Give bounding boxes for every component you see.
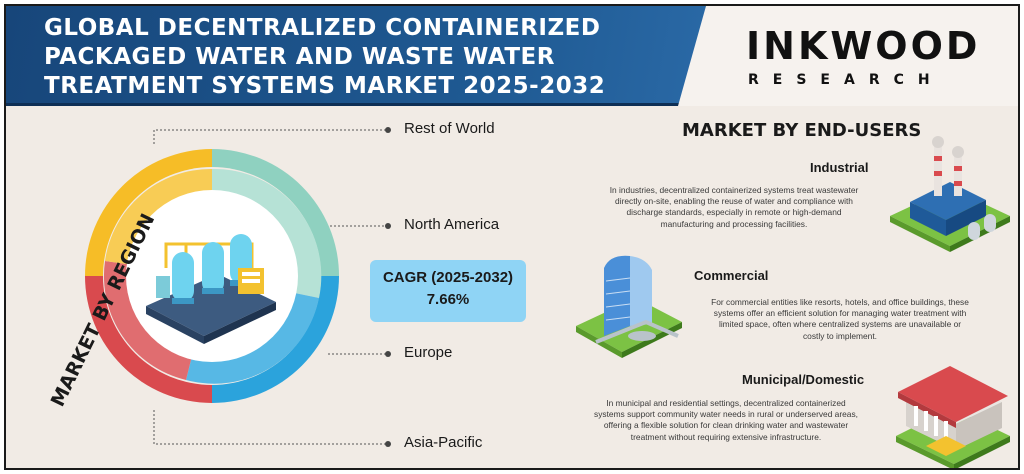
connector-rest-of-world: [153, 129, 388, 144]
end-users-heading: MARKET BY END-USERS: [682, 120, 922, 141]
label-north-america: North America: [404, 216, 500, 233]
segment-commercial-name: Commercial: [694, 268, 769, 283]
cagr-value: 7.66%: [426, 291, 470, 308]
segment-industrial-desc: In industries, decentralized containeriz…: [609, 185, 859, 229]
label-asia-pacific: Asia-Pacific: [404, 434, 483, 451]
segment-commercial-desc: For commercial entities like resorts, ho…: [711, 297, 969, 341]
title-banner: GLOBAL DECENTRALIZED CONTAINERIZED PACKA…: [6, 6, 706, 106]
connector-asia-pacific: [153, 410, 388, 445]
segment-industrial-name: Industrial: [810, 160, 869, 175]
dot-north-america: [385, 223, 391, 229]
dot-europe: [385, 351, 391, 357]
label-rest-of-world: Rest of World: [404, 120, 495, 137]
connector-dots: [385, 127, 391, 447]
dot-rest-of-world: [385, 127, 391, 133]
dot-asia-pacific: [385, 441, 391, 447]
label-europe: Europe: [404, 344, 453, 361]
brand-logo-subtitle: RESEARCH: [748, 72, 944, 88]
title-line-2: PACKAGED WATER AND WASTE WATER: [44, 44, 555, 70]
segment-municipal-desc: In municipal and residential settings, d…: [594, 398, 858, 442]
connector-lines: [153, 129, 388, 445]
segment-municipal-name: Municipal/Domestic: [742, 372, 865, 387]
brand-logo-name: INKWOOD: [746, 24, 981, 68]
region-graphic: MARKET BY REGION: [47, 127, 391, 447]
title-line-1: GLOBAL DECENTRALIZED CONTAINERIZED: [44, 15, 601, 41]
title-line-3: TREATMENT SYSTEMS MARKET 2025-2032: [44, 73, 606, 99]
infographic-frame: GLOBAL DECENTRALIZED CONTAINERIZED PACKA…: [4, 4, 1020, 470]
treatment-plant-icon: [146, 234, 276, 344]
cagr-box: CAGR (2025-2032) 7.66%: [370, 260, 526, 322]
cagr-label: CAGR (2025-2032): [382, 269, 514, 286]
